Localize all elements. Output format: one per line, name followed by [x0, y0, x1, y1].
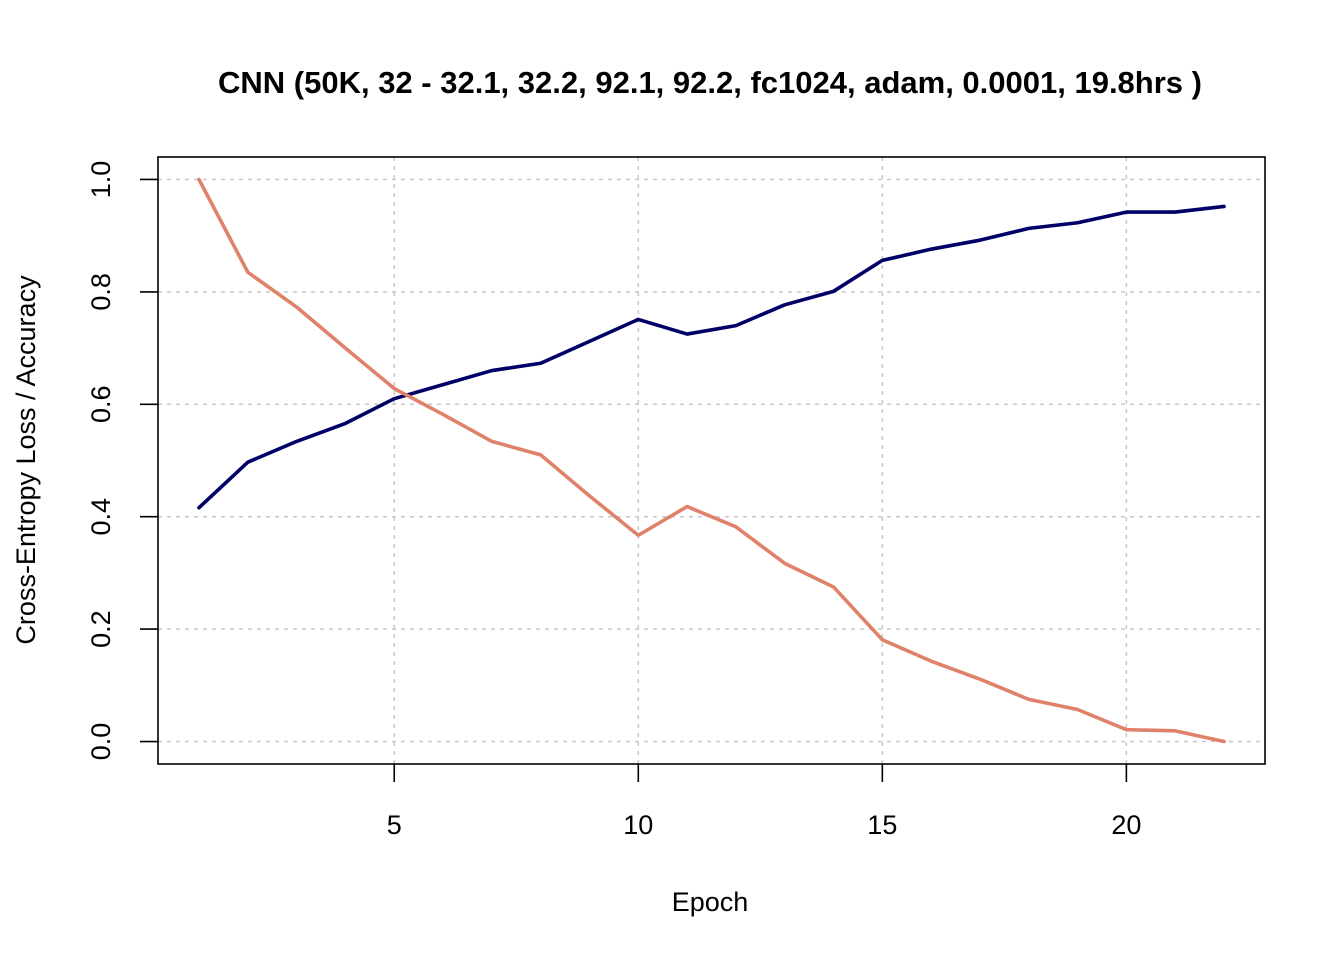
y-tick-label: 0.8 [86, 273, 116, 311]
y-axis-label: Cross-Entropy Loss / Accuracy [11, 275, 41, 645]
y-tick-label: 0.4 [86, 498, 116, 536]
x-tick-label: 15 [867, 810, 897, 840]
x-axis-label: Epoch [672, 887, 749, 917]
series-line-1 [197, 204, 1226, 510]
y-tick-label: 0.0 [86, 723, 116, 761]
y-tick-label: 0.2 [86, 610, 116, 648]
x-tick-label: 10 [623, 810, 653, 840]
x-tick-label: 20 [1111, 810, 1141, 840]
y-axis: 0.0 0.2 0.4 0.6 0.8 1.0 [86, 161, 158, 761]
series-lines [197, 177, 1226, 744]
series-line-2 [197, 177, 1226, 744]
grid [158, 157, 1265, 764]
x-tick-label: 5 [387, 810, 402, 840]
plot-frame [157, 156, 1266, 765]
x-axis: 5 10 15 20 [387, 764, 1141, 840]
y-tick-label: 0.6 [86, 386, 116, 424]
chart-title: CNN (50K, 32 - 32.1, 32.2, 92.1, 92.2, f… [218, 65, 1202, 100]
y-tick-label: 1.0 [86, 161, 116, 199]
